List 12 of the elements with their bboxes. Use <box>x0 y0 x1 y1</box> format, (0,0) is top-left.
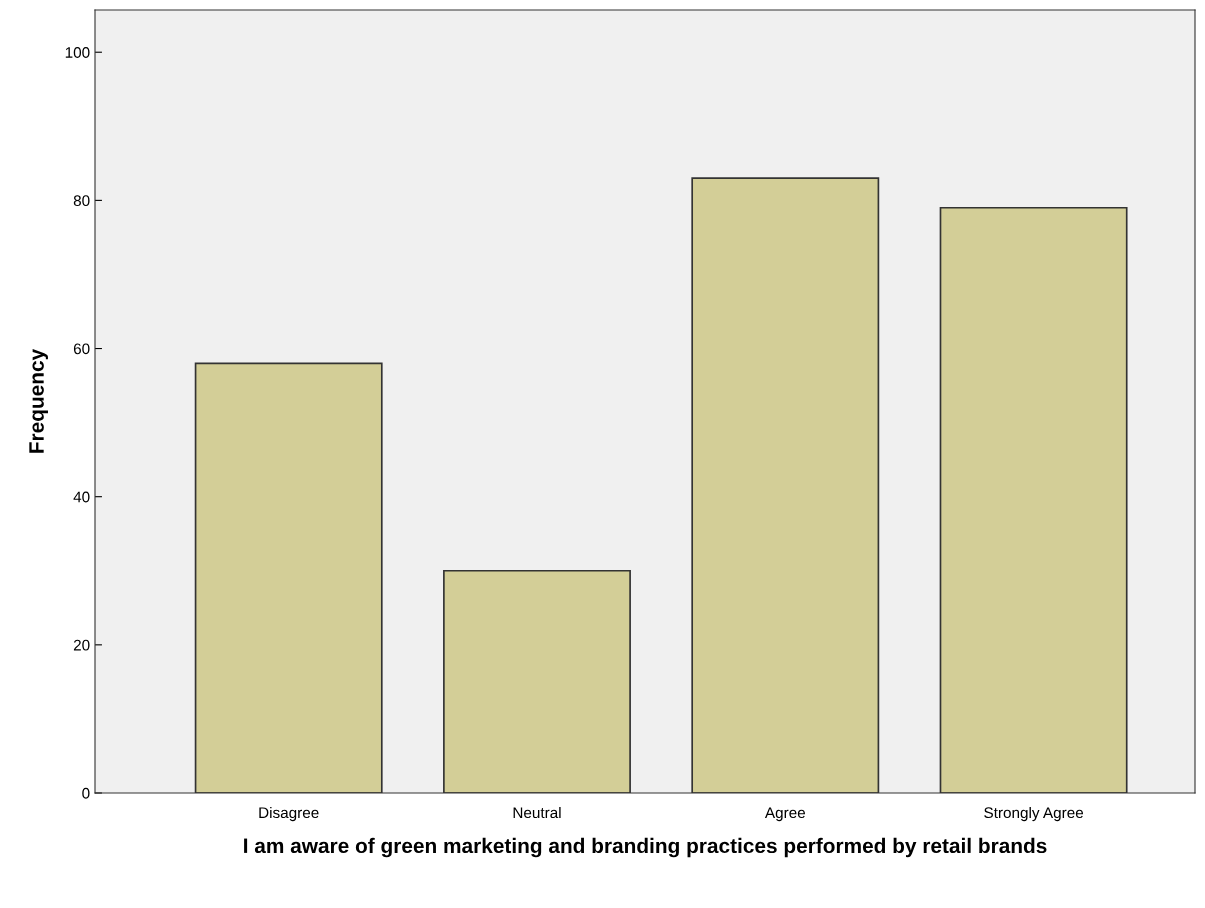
y-tick-label: 60 <box>73 343 90 355</box>
y-tick-label: 0 <box>82 787 90 799</box>
x-tick-label: Disagree <box>259 806 319 822</box>
x-tick-label: Neutral <box>513 806 561 819</box>
x-axis-title: I am aware of green marketing and branding practices performed by retail brands <box>244 837 1047 858</box>
y-tick-label: 20 <box>73 639 90 651</box>
y-axis-title: Frequency <box>29 348 48 453</box>
x-tick-label: Strongly Agree <box>984 806 1084 822</box>
y-tick-label: 80 <box>73 195 90 207</box>
x-tick-label: Agree <box>764 807 805 822</box>
y-tick-label: 100 <box>65 47 90 58</box>
y-tick-label: 40 <box>73 491 90 503</box>
